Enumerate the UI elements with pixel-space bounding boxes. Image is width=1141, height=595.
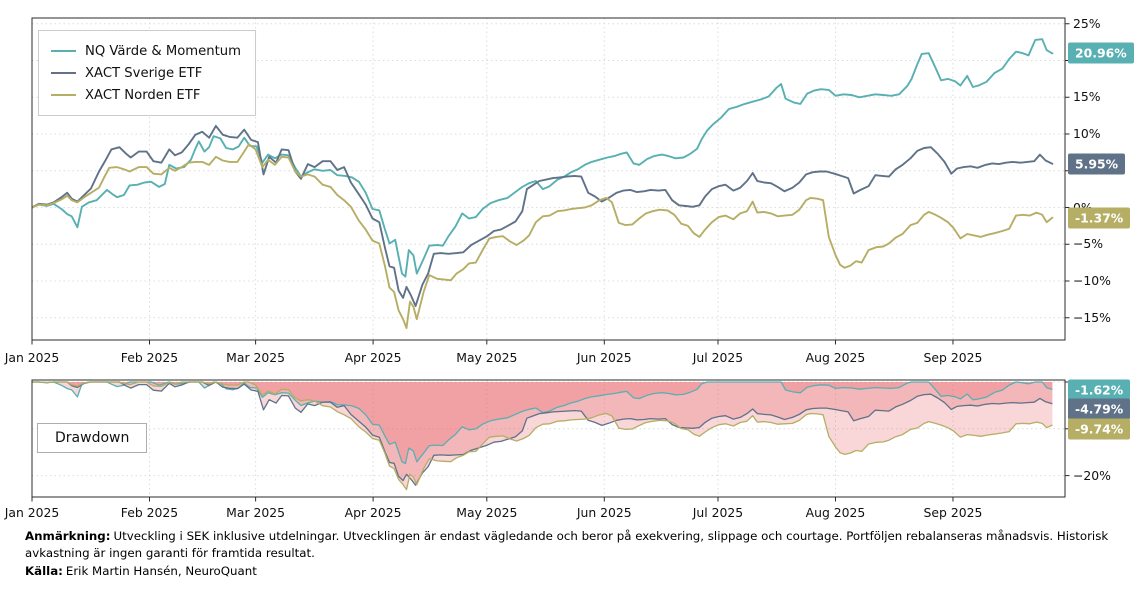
x-tick-label: Feb 2025 — [120, 350, 179, 365]
note-text: Utveckling i SEK inklusive utdelningar. … — [25, 529, 1109, 560]
series-line-sverige — [32, 124, 1054, 307]
y-tick-label: −20% — [1073, 467, 1111, 483]
legend-line-swatch-nq — [51, 49, 76, 53]
drawdown-line-norden — [32, 381, 1053, 491]
end-value-badge: 5.95% — [1068, 153, 1125, 175]
y-tick-label: 25% — [1073, 15, 1101, 31]
legend-item: XACT Sverige ETF — [51, 62, 241, 84]
end-value-badge: -1.37% — [1068, 207, 1131, 229]
x-tick-label: Apr 2025 — [344, 350, 402, 365]
drawdown-end-value-badge: -1.62% — [1068, 379, 1131, 401]
drawdown-area-norden — [32, 382, 1053, 490]
x-tick-label: Aug 2025 — [805, 350, 866, 365]
series-line-nq — [32, 38, 1054, 278]
legend-label: XACT Norden ETF — [85, 87, 201, 103]
drawdown-area-nq — [32, 382, 1053, 464]
x-tick-label: Jun 2025 — [576, 505, 632, 520]
end-value-badge: 20.96% — [1068, 42, 1134, 64]
x-tick-label: Jun 2025 — [576, 350, 632, 365]
legend-line-swatch-norden — [51, 93, 76, 97]
x-tick-label: Jul 2025 — [692, 350, 744, 365]
legend: NQ Värde & Momentum XACT Sverige ETF XACT … — [38, 30, 256, 116]
x-tick-label: May 2025 — [456, 505, 518, 520]
y-tick-label: −10% — [1073, 273, 1111, 288]
legend-label: XACT Sverige ETF — [85, 65, 203, 81]
y-tick-label: −5% — [1073, 236, 1104, 252]
drawdown-end-value-badge: -9.74% — [1068, 418, 1131, 440]
legend-item: NQ Värde & Momentum — [51, 40, 241, 62]
y-tick-label: 15% — [1073, 89, 1101, 105]
note-label: Anmärkning: — [25, 529, 111, 543]
x-tick-label: Jul 2025 — [692, 505, 744, 520]
legend-item: XACT Norden ETF — [51, 84, 241, 106]
x-tick-label: Mar 2025 — [226, 350, 286, 365]
drawdown-end-value-badge: -4.79% — [1068, 398, 1131, 420]
x-tick-label: Jan 2025 — [4, 350, 60, 365]
x-tick-label: May 2025 — [456, 350, 518, 365]
source-text: Erik Martin Hansén, NeuroQuant — [65, 564, 257, 579]
y-tick-label: 10% — [1073, 126, 1101, 141]
x-tick-label: Mar 2025 — [226, 505, 286, 520]
source-label: Källa: — [25, 564, 63, 579]
x-tick-label: Aug 2025 — [805, 505, 866, 520]
x-tick-label: Feb 2025 — [120, 505, 179, 520]
drawdown-area-sverige — [32, 382, 1053, 486]
drawdown-box-label: Drawdown — [37, 423, 148, 453]
x-tick-label: Apr 2025 — [344, 505, 402, 520]
x-tick-label: Sep 2025 — [923, 350, 983, 365]
legend-label: NQ Värde & Momentum — [85, 43, 241, 59]
x-tick-label: Sep 2025 — [923, 505, 983, 520]
legend-line-swatch-sverige — [51, 71, 76, 75]
y-tick-label: −15% — [1073, 309, 1111, 325]
series-line-norden — [32, 143, 1054, 329]
x-tick-label: Jan 2025 — [4, 505, 60, 520]
footnote: Anmärkning: Utveckling i SEK inklusive ut… — [25, 528, 1111, 582]
